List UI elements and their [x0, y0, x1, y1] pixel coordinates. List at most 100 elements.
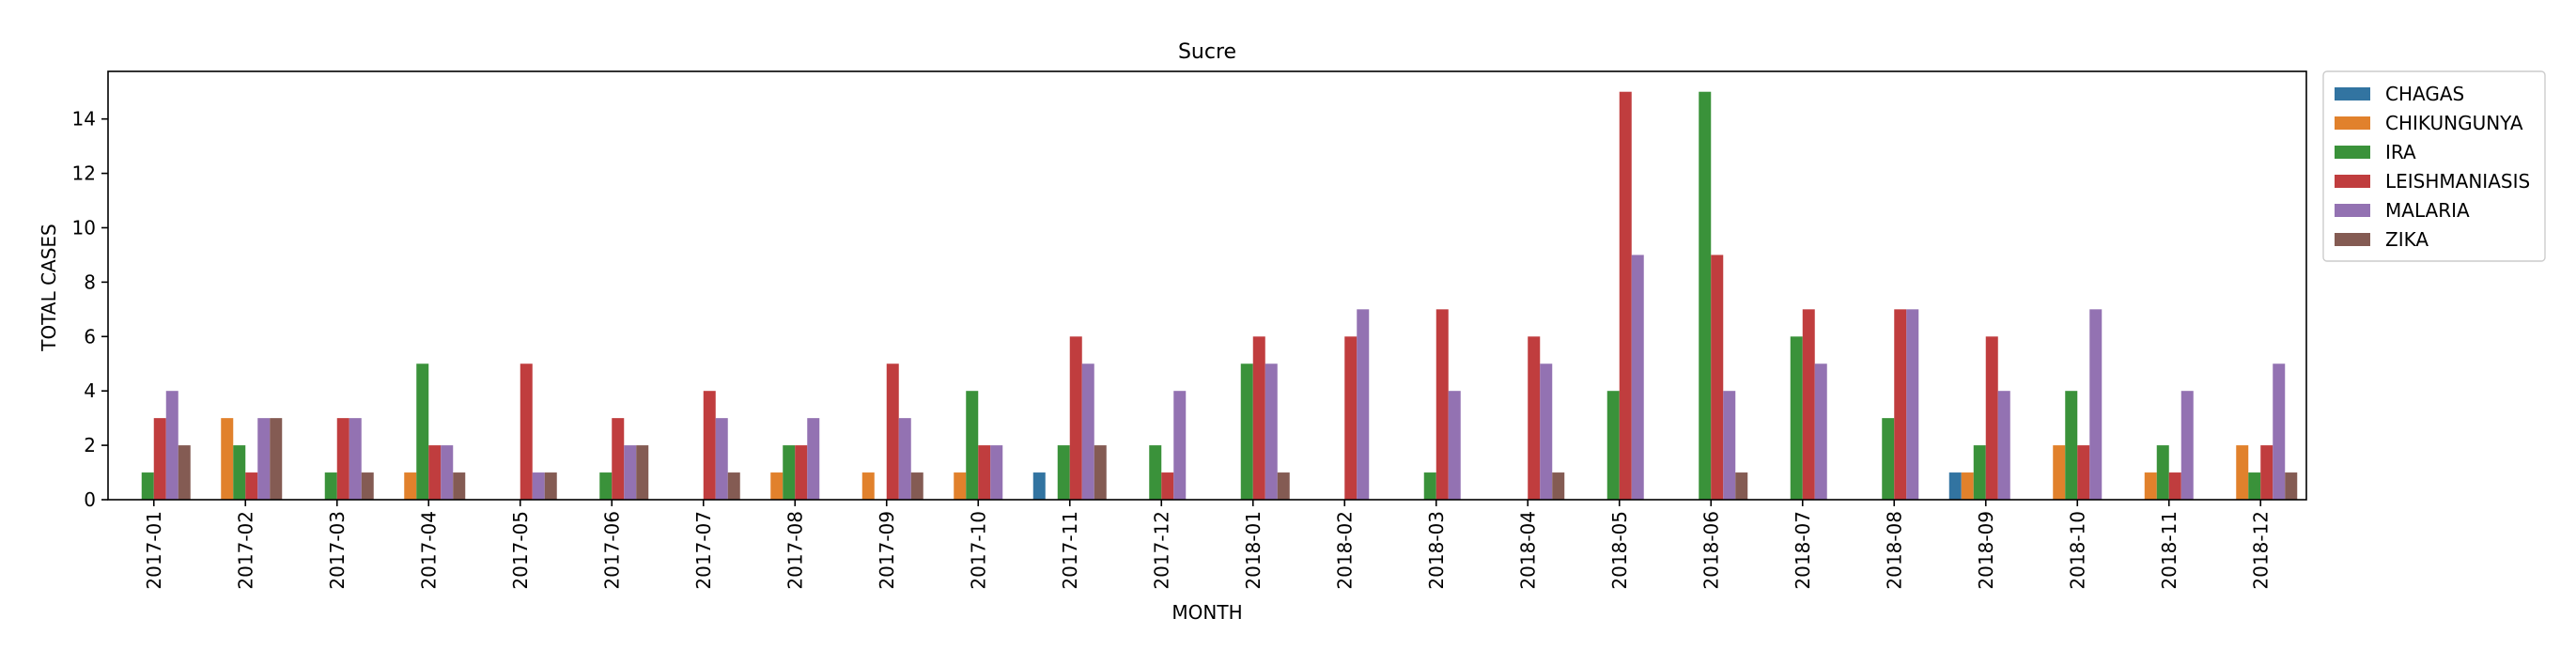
- bar-malaria-2017-11: [1081, 363, 1094, 500]
- bar-leishmaniasis-2017-12: [1161, 472, 1174, 500]
- bar-chikungunya-2018-10: [2053, 445, 2066, 500]
- bar-leishmaniasis-2018-06: [1711, 255, 1724, 500]
- bar-ira-2017-08: [783, 445, 796, 500]
- bar-ira-2017-02: [233, 445, 246, 500]
- legend-swatch-ira: [2335, 146, 2370, 159]
- bar-malaria-2017-05: [532, 472, 545, 500]
- bar-leishmaniasis-2018-01: [1252, 336, 1265, 500]
- bar-zika-2017-03: [361, 472, 374, 500]
- bar-chikungunya-2018-11: [2144, 472, 2157, 500]
- bar-ira-2017-12: [1149, 445, 1162, 500]
- bar-leishmaniasis-2017-11: [1069, 336, 1082, 500]
- x-tick-label: 2017-04: [417, 511, 440, 590]
- bar-malaria-2018-11: [2180, 391, 2194, 500]
- y-axis-label: TOTAL CASES: [38, 224, 60, 351]
- x-tick-label: 2018-04: [1516, 511, 1539, 590]
- bar-chikungunya-2017-10: [954, 472, 967, 500]
- bar-leishmaniasis-2017-07: [703, 391, 716, 500]
- bar-chikungunya-2017-09: [861, 472, 875, 500]
- bar-leishmaniasis-2018-09: [1985, 336, 1998, 500]
- bar-malaria-2018-01: [1265, 363, 1278, 500]
- bar-zika-2017-02: [270, 418, 283, 500]
- y-tick-label: 6: [84, 325, 96, 348]
- bar-chikungunya-2017-04: [404, 472, 417, 500]
- bar-ira-2018-10: [2065, 391, 2078, 500]
- bar-malaria-2017-04: [441, 445, 454, 500]
- bar-leishmaniasis-2017-06: [612, 418, 625, 500]
- y-tick-label: 4: [84, 379, 96, 402]
- bar-leishmaniasis-2017-03: [336, 418, 349, 500]
- bar-leishmaniasis-2017-04: [428, 445, 442, 500]
- bar-ira-2017-03: [324, 472, 337, 500]
- y-tick-label: 12: [72, 162, 96, 185]
- legend-swatch-malaria: [2335, 204, 2370, 217]
- bar-leishmaniasis-2017-05: [520, 363, 533, 500]
- x-tick-label: 2018-09: [1975, 511, 1997, 590]
- x-tick-label: 2018-06: [1699, 511, 1722, 590]
- x-tick-label: 2018-07: [1792, 511, 1814, 590]
- x-tick-label: 2018-02: [1333, 511, 1356, 590]
- x-tick-label: 2018-03: [1425, 511, 1448, 590]
- x-tick-label: 2018-11: [2158, 511, 2180, 590]
- bar-malaria-2018-04: [1540, 363, 1553, 500]
- bar-malaria-2018-07: [1814, 363, 1827, 500]
- bar-zika-2018-06: [1735, 472, 1748, 500]
- bar-ira-2018-07: [1790, 336, 1803, 500]
- bar-ira-2018-05: [1606, 391, 1620, 500]
- bar-zika-2017-06: [636, 445, 649, 500]
- bar-malaria-2018-03: [1448, 391, 1461, 500]
- bar-leishmaniasis-2017-02: [245, 472, 258, 500]
- bar-malaria-2017-06: [624, 445, 637, 500]
- x-tick-label: 2017-09: [876, 511, 898, 590]
- bar-leishmaniasis-2018-07: [1802, 309, 1815, 500]
- bar-malaria-2017-03: [349, 418, 362, 500]
- x-tick-label: 2017-07: [692, 511, 715, 590]
- bar-malaria-2017-07: [715, 418, 728, 500]
- x-tick-label: 2018-01: [1242, 511, 1265, 590]
- bar-ira-2017-01: [141, 472, 154, 500]
- legend-label-zika: ZIKA: [2385, 228, 2429, 251]
- bar-leishmaniasis-2018-02: [1344, 336, 1358, 500]
- bar-malaria-2017-12: [1173, 391, 1187, 500]
- bar-ira-2018-06: [1699, 91, 1712, 501]
- x-tick-label: 2018-08: [1883, 511, 1905, 590]
- bar-ira-2018-12: [2248, 472, 2261, 500]
- bar-ira-2017-10: [966, 391, 979, 500]
- bar-chagas-2017-11: [1032, 472, 1046, 500]
- bar-zika-2018-04: [1552, 472, 1565, 500]
- x-tick-label: 2017-02: [234, 511, 256, 590]
- bar-leishmaniasis-2017-01: [153, 418, 166, 500]
- bar-malaria-2018-08: [1906, 309, 1919, 500]
- x-tick-label: 2018-05: [1608, 511, 1631, 590]
- bar-malaria-2018-12: [2273, 363, 2286, 500]
- bar-zika-2018-01: [1277, 472, 1290, 500]
- bar-chagas-2018-09: [1948, 472, 1962, 500]
- bar-leishmaniasis-2018-12: [2260, 445, 2273, 500]
- bar-malaria-2018-10: [2089, 309, 2103, 500]
- bar-ira-2017-04: [416, 363, 429, 500]
- bars-layer: [141, 91, 2298, 501]
- bar-ira-2018-01: [1240, 363, 1253, 500]
- x-tick-label: 2018-12: [2249, 511, 2272, 590]
- bar-ira-2017-06: [599, 472, 613, 500]
- y-tick-label: 10: [72, 216, 96, 239]
- x-tick-label: 2017-01: [143, 511, 165, 590]
- x-tick-label: 2017-12: [1150, 511, 1172, 590]
- bar-leishmaniasis-2018-11: [2168, 472, 2181, 500]
- legend-swatch-chagas: [2335, 87, 2370, 101]
- bar-ira-2017-11: [1057, 445, 1070, 500]
- x-tick-label: 2017-08: [784, 511, 806, 590]
- bar-malaria-2017-02: [257, 418, 271, 500]
- bar-ira-2018-03: [1423, 472, 1436, 500]
- bar-chikungunya-2018-09: [1961, 472, 1974, 500]
- bar-zika-2017-04: [453, 472, 466, 500]
- bar-leishmaniasis-2017-08: [795, 445, 808, 500]
- bar-ira-2018-09: [1973, 445, 1986, 500]
- legend-swatch-leishmaniasis: [2335, 175, 2370, 188]
- bar-leishmaniasis-2018-05: [1619, 91, 1632, 501]
- x-axis-label: MONTH: [1172, 601, 1242, 624]
- bar-malaria-2017-10: [990, 445, 1003, 500]
- bar-malaria-2018-05: [1631, 255, 1644, 500]
- x-tick-label: 2017-03: [326, 511, 349, 590]
